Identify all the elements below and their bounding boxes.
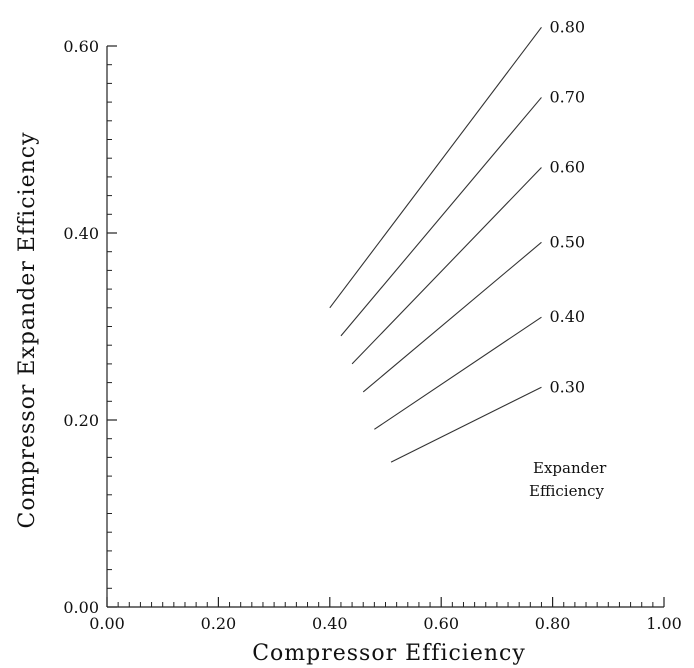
series-lines	[329, 26, 542, 463]
y-axis-title: Compressor Expander Efficiency	[15, 131, 40, 528]
y-tick-label: 0.20	[63, 411, 99, 430]
y-tick-label: 0.60	[63, 37, 99, 56]
series-line	[329, 26, 542, 309]
series-label: 0.50	[549, 232, 585, 251]
series-line	[362, 241, 542, 393]
series-labels: 0.80 0.70 0.60 0.50 0.40 0.30	[549, 17, 585, 396]
series-label: 0.70	[549, 87, 585, 106]
series-label: 0.80	[549, 17, 585, 36]
series-label: 0.30	[549, 377, 585, 396]
series-line	[340, 97, 542, 337]
series-label: 0.60	[549, 158, 585, 177]
x-tick-label: 0.20	[201, 614, 237, 633]
tick-labels: 0.00 0.20 0.40 0.60 0.80 1.00 0.00 0.20 0.40 0.60	[63, 37, 681, 633]
x-axis-title: Compressor Efficiency	[252, 641, 526, 666]
y-tick-label: 0.40	[63, 224, 99, 243]
legend-title-line-2: Efficiency	[529, 482, 605, 500]
x-tick-label: 0.40	[312, 614, 348, 633]
x-tick-label: 0.80	[535, 614, 571, 633]
y-tick-label: 0.00	[63, 598, 99, 617]
x-tick-label: 0.00	[89, 614, 125, 633]
x-tick-label: 0.60	[423, 614, 459, 633]
series-line	[390, 386, 542, 463]
series-label: 0.40	[549, 307, 585, 326]
minor-ticks	[107, 64, 654, 607]
series-line	[374, 316, 542, 430]
legend-title-line-1: Expander	[533, 459, 607, 477]
x-tick-label: 1.00	[646, 614, 682, 633]
series-line	[351, 167, 542, 365]
axes	[106, 46, 664, 608]
major-ticks	[106, 45, 665, 608]
